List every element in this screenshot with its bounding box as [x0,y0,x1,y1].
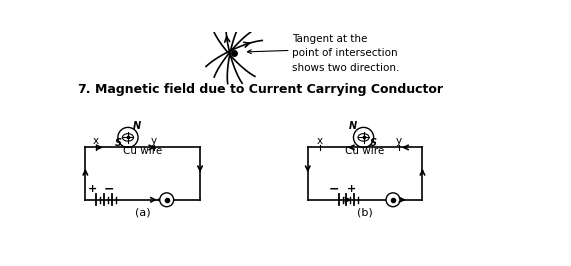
Text: Magnetic field due to Current Carrying Conductor: Magnetic field due to Current Carrying C… [95,83,443,96]
Text: Tangent at the
point of intersection
shows two direction.: Tangent at the point of intersection sho… [292,34,400,73]
Text: x: x [317,136,323,146]
Circle shape [160,193,174,207]
Circle shape [386,193,400,207]
Text: Cu wire: Cu wire [345,146,385,156]
Text: +: + [347,184,356,194]
Text: S: S [115,138,122,148]
Text: S: S [369,138,376,148]
Text: N: N [349,121,357,131]
Text: −: − [329,182,339,195]
Text: 7.: 7. [78,83,91,96]
Text: (b): (b) [357,207,373,217]
Text: y: y [396,136,402,146]
Text: +: + [88,184,97,194]
Text: x: x [93,136,99,146]
Text: N: N [133,121,141,131]
Text: (a): (a) [135,207,151,217]
Text: −: − [103,182,114,195]
Text: y: y [151,136,156,146]
Text: Cu wire: Cu wire [123,146,162,156]
